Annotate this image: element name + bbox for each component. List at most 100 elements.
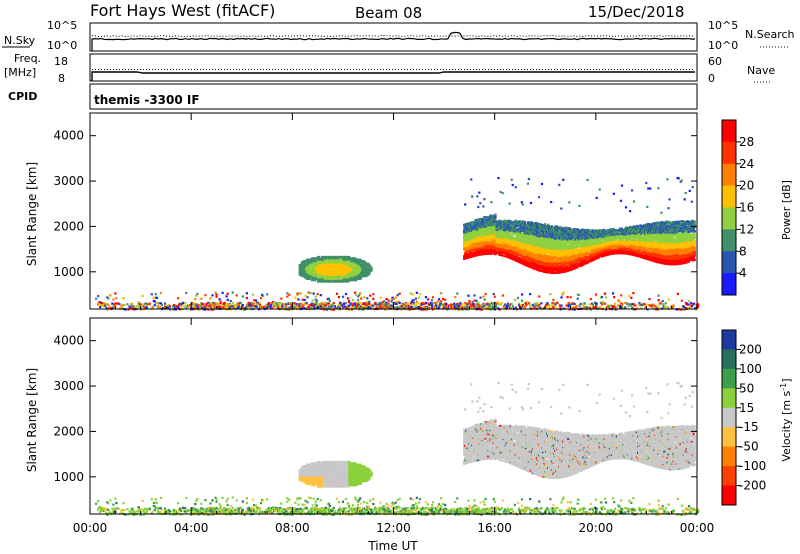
power-cell [315, 301, 318, 305]
power-cell [588, 303, 591, 306]
power-cell [151, 305, 154, 308]
power-cell [482, 205, 485, 208]
power-cell [111, 307, 114, 310]
power-cell [476, 195, 479, 198]
power-cell [661, 302, 664, 306]
power-cell [347, 280, 350, 283]
power-cell [344, 261, 347, 264]
power-cell [194, 297, 197, 301]
power-cell [471, 195, 474, 198]
power-cell [214, 291, 217, 294]
power-cell [491, 214, 494, 217]
power-cell [359, 292, 362, 295]
power-cell [360, 276, 363, 279]
power-cell [312, 304, 315, 308]
power-cell [618, 300, 621, 303]
power-cell [410, 306, 413, 309]
power-cell [215, 295, 218, 298]
power-cell [311, 264, 315, 267]
power-cell [296, 293, 299, 296]
power-cell [342, 269, 345, 272]
power-cell [466, 236, 469, 239]
power-cell [501, 191, 504, 195]
power-cell [126, 303, 129, 306]
power-cell [143, 306, 146, 309]
power-cell [348, 255, 351, 259]
power-cell [471, 226, 474, 229]
noise-right-tick-top: 10^5 [708, 19, 738, 32]
power-cell [252, 302, 256, 305]
power-cell [343, 277, 346, 280]
power-cell [290, 303, 293, 306]
power-cell [552, 298, 555, 301]
power-cell [561, 293, 564, 296]
power-cell [621, 302, 624, 306]
power-cell [624, 301, 627, 305]
power-cell [415, 291, 418, 294]
power-cell [323, 270, 327, 274]
power-cell [352, 279, 355, 282]
power-cell [229, 303, 232, 307]
power-cell [476, 254, 479, 257]
power-cell [280, 297, 283, 300]
power-cell [340, 264, 343, 267]
power-cell [218, 305, 221, 308]
power-cell [285, 305, 288, 308]
power-cell [104, 304, 107, 307]
power-cell [319, 304, 322, 307]
power-cell [271, 306, 274, 310]
power-cell [483, 198, 486, 201]
power-cell [484, 224, 487, 227]
power-cell [588, 306, 591, 309]
freq-left-label-1: Freq. [14, 52, 41, 65]
power-cell [500, 301, 503, 305]
power-cell [480, 228, 483, 232]
power-cell [656, 308, 659, 311]
power-cell [195, 294, 198, 297]
power-cell [689, 306, 693, 309]
power-cell [486, 237, 489, 240]
power-cell [539, 269, 543, 273]
power-cell [487, 215, 490, 219]
power-cell [484, 306, 487, 309]
power-cell [338, 257, 341, 260]
power-cell [505, 304, 508, 307]
power-cell [231, 291, 234, 294]
power-cell [314, 266, 318, 270]
power-cell [313, 301, 316, 305]
power-cell [294, 296, 297, 299]
power-cell [550, 200, 553, 204]
power-cell [120, 306, 123, 310]
power-cell [114, 292, 117, 295]
power-cell [99, 305, 102, 309]
power-cell [650, 305, 653, 308]
power-cell [346, 258, 349, 261]
power-cell [509, 307, 513, 310]
power-cell [346, 297, 350, 300]
power-cell [302, 304, 305, 307]
power-cell [215, 301, 218, 305]
power-cell [543, 307, 546, 310]
power-cell [481, 251, 484, 254]
freq-traces [91, 69, 695, 81]
power-cell [501, 294, 504, 297]
power-cell [313, 306, 316, 309]
power-cell [511, 183, 514, 187]
power-cell [311, 257, 315, 260]
noise-sky-trace [91, 31, 696, 51]
power-cell [226, 298, 229, 301]
power-cell [464, 257, 467, 260]
power-cell [492, 293, 495, 296]
cpid-panel-frame [89, 83, 698, 110]
power-cell [258, 301, 262, 305]
power-cell [308, 265, 311, 268]
power-cell [239, 301, 242, 304]
power-cell [155, 301, 158, 305]
power-cell [603, 292, 607, 295]
power-cell [180, 304, 183, 308]
power-cell [330, 268, 333, 271]
power-cell [153, 300, 156, 303]
power-cell [468, 302, 471, 305]
power-cell [192, 306, 195, 309]
power-cell [624, 306, 627, 309]
